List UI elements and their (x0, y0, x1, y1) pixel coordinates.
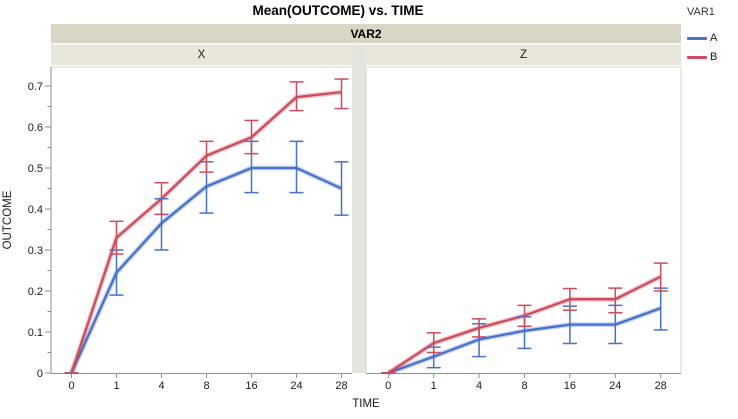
panel-header-x: X (51, 45, 352, 65)
legend-item-label: A (710, 32, 718, 44)
legend-line-swatch-a (687, 36, 707, 40)
x-tick-label: 28 (655, 380, 667, 392)
x-tick-label: 0 (68, 380, 74, 392)
y-tick-label: 0 (37, 368, 43, 380)
x-tick-label: 4 (476, 380, 482, 392)
x-tick-label: 8 (203, 380, 209, 392)
y-tick-label: 0.7 (28, 81, 43, 93)
x-tick-label: 24 (290, 380, 302, 392)
legend-line-swatch-b (687, 55, 707, 59)
x-tick-label: 16 (245, 380, 257, 392)
y-tick-label: 0.5 (28, 163, 43, 175)
legend-title: VAR1 (687, 6, 715, 18)
group-header-var2: VAR2 (51, 24, 681, 45)
x-axis-label: TIME (352, 398, 380, 410)
x-tick-label: 28 (335, 380, 347, 392)
y-tick-label: 0.1 (28, 327, 43, 339)
panel-header-z: Z (366, 45, 681, 65)
y-axis-label: OUTCOME (2, 190, 14, 250)
x-tick-label: 8 (521, 380, 527, 392)
y-tick-label: 0.6 (28, 122, 43, 134)
chart-title: Mean(OUTCOME) vs. TIME (252, 3, 424, 18)
legend-item-b[interactable]: B (687, 51, 737, 63)
y-tick-label: 0.4 (28, 204, 43, 216)
x-tick-label: 24 (609, 380, 621, 392)
x-tick-label: 1 (431, 380, 437, 392)
legend-item-a[interactable]: A (687, 32, 737, 44)
x-tick-label: 16 (564, 380, 576, 392)
series-line-B[interactable] (70, 90, 342, 374)
x-tick-label: 0 (385, 380, 391, 392)
x-tick-label: 4 (158, 380, 164, 392)
y-tick-label: 0.3 (28, 245, 43, 257)
series-line-halo-B (69, 89, 342, 374)
x-tick-label: 1 (113, 380, 119, 392)
legend-item-label: B (710, 51, 718, 63)
panel-divider (352, 45, 366, 373)
legend: VAR1 A B (687, 6, 737, 70)
y-tick-label: 0.2 (28, 286, 43, 298)
